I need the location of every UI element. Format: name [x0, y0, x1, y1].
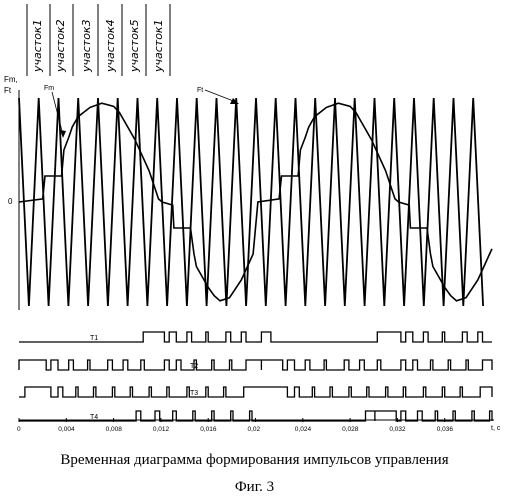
pulse-label-t1: T1 [90, 335, 98, 342]
section-label: участок2 [54, 19, 67, 73]
section-label: участок3 [80, 19, 93, 73]
x-tick-label: 0,024 [295, 426, 312, 433]
x-tick-label: 0,004 [58, 426, 75, 433]
x-tick-label: 0,032 [389, 426, 406, 433]
section-label: участок5 [128, 19, 141, 73]
fm-curve-label: Fm [44, 85, 54, 92]
x-tick-label: 0,02 [248, 426, 261, 433]
section-label: участок1 [31, 19, 44, 73]
y-axis-label-fm: Fm, [4, 75, 18, 84]
section-separators [27, 4, 170, 76]
x-tick-label: 0,028 [342, 426, 359, 433]
pulse-trace-t3 [19, 387, 492, 397]
figure-caption: Временная диаграмма формирования импульс… [0, 452, 509, 469]
x-axis-label: t, c [491, 425, 501, 432]
pulse-label-t3: T3 [190, 390, 198, 397]
x-tick-label: 0,036 [437, 426, 454, 433]
section-label: участок4 [104, 19, 117, 73]
pulse-traces: T1T2T3T4 [19, 332, 492, 421]
ft-arrow [205, 90, 236, 102]
x-tick-label: 0,016 [200, 426, 217, 433]
pulse-trace-t2 [19, 360, 492, 370]
ft-arrowhead [230, 98, 239, 104]
x-tick-label: 0,012 [153, 426, 170, 433]
ft-curve-label: Ft [197, 87, 203, 94]
section-label: участок1 [152, 19, 165, 73]
figure-number: Фиг. 3 [0, 479, 509, 496]
x-tick-label: 0,008 [106, 426, 123, 433]
y-zero-label: 0 [8, 197, 13, 206]
y-axis-label-ft: Ft [4, 86, 12, 95]
pulse-label-t2: T2 [190, 363, 198, 370]
ft-carrier-line [19, 98, 483, 306]
x-tick-label: 0 [17, 426, 21, 433]
